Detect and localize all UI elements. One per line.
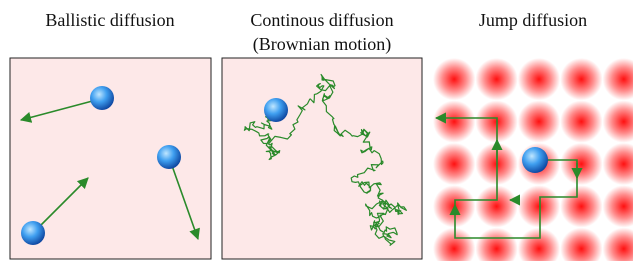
particle: [157, 145, 181, 169]
particle: [522, 147, 548, 173]
panel-subtitle: (Brownian motion): [253, 34, 391, 55]
diagram: Ballistic diffusion Continous diffusion …: [0, 0, 633, 261]
panel-title: Continous diffusion: [250, 10, 393, 30]
particle: [264, 98, 288, 122]
panel-title: Jump diffusion: [479, 10, 587, 30]
particle: [21, 221, 45, 245]
panel-title: Ballistic diffusion: [45, 10, 174, 30]
particle: [90, 86, 114, 110]
